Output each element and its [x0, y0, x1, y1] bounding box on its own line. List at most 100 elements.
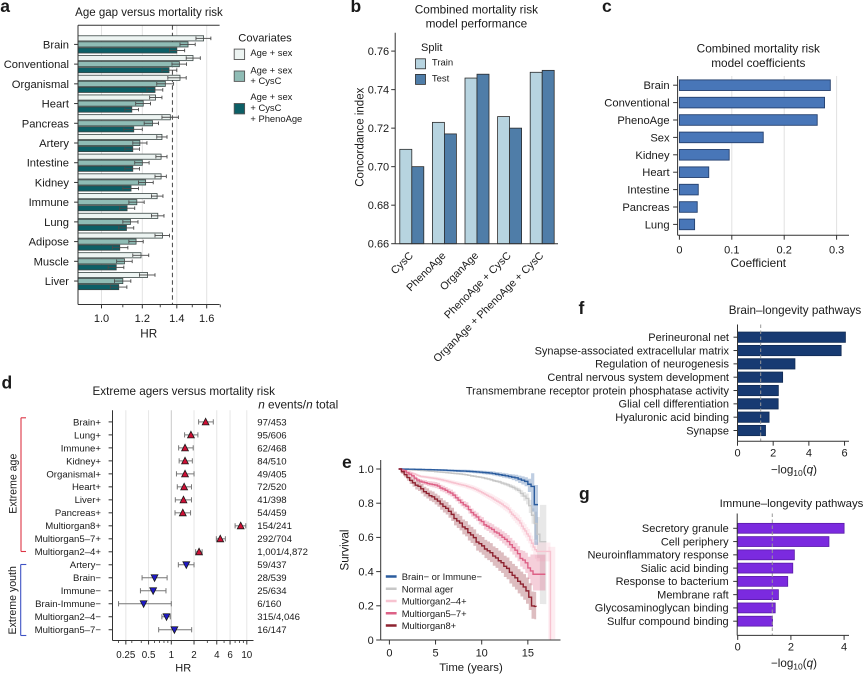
svg-text:Brain: Brain: [43, 39, 69, 51]
svg-text:95/606: 95/606: [257, 430, 286, 441]
svg-text:Kidney: Kidney: [635, 150, 670, 162]
svg-text:0.2: 0.2: [777, 244, 792, 256]
svg-text:Multiorgan8+: Multiorgan8+: [45, 521, 101, 532]
svg-text:b: b: [351, 0, 362, 16]
svg-text:Lung+: Lung+: [74, 430, 101, 441]
svg-text:Heart: Heart: [642, 167, 670, 179]
svg-text:1.2: 1.2: [135, 313, 150, 325]
svg-text:Kidney: Kidney: [35, 177, 70, 189]
svg-text:Lung: Lung: [645, 219, 670, 231]
svg-text:Age + sex: Age + sex: [250, 91, 292, 102]
svg-text:72/520: 72/520: [257, 482, 286, 493]
svg-text:Combined mortality risk: Combined mortality risk: [697, 42, 820, 56]
svg-text:PhenoAge: PhenoAge: [617, 115, 669, 127]
svg-text:Immune+: Immune+: [61, 443, 102, 454]
svg-text:Liver: Liver: [45, 276, 70, 288]
svg-text:Age gap versus mortality risk: Age gap versus mortality risk: [75, 7, 223, 19]
svg-text:Multiorgan5–7+: Multiorgan5–7+: [402, 608, 467, 619]
svg-text:Extreme age: Extreme age: [8, 454, 20, 514]
svg-text:Synapse: Synapse: [686, 425, 729, 437]
svg-text:g: g: [579, 484, 590, 504]
svg-text:0.2: 0.2: [358, 601, 373, 613]
svg-text:10: 10: [476, 647, 488, 659]
svg-text:59/437: 59/437: [257, 560, 286, 571]
svg-text:Pancreas+: Pancreas+: [55, 508, 102, 519]
svg-text:1.6: 1.6: [199, 313, 214, 325]
svg-text:0: 0: [676, 244, 682, 256]
svg-text:Survival: Survival: [340, 530, 352, 571]
svg-text:2: 2: [770, 447, 776, 459]
svg-text:Heart+: Heart+: [72, 482, 101, 493]
svg-text:1: 1: [169, 650, 174, 661]
svg-text:Intestine: Intestine: [27, 158, 69, 170]
svg-text:−log10(q): −log10(q): [771, 464, 817, 479]
svg-text:Coefficient: Coefficient: [731, 256, 787, 270]
svg-text:Split: Split: [421, 42, 442, 54]
svg-text:+ CysC: + CysC: [250, 102, 281, 113]
svg-text:Extreme agers versus mortality: Extreme agers versus mortality risk: [92, 385, 275, 398]
svg-text:0.70: 0.70: [368, 162, 389, 174]
svg-text:Heart: Heart: [42, 99, 70, 111]
svg-text:62/468: 62/468: [257, 443, 286, 454]
svg-text:10: 10: [241, 650, 252, 661]
svg-text:f: f: [579, 298, 585, 318]
svg-text:Central nervous system develop: Central nervous system development: [547, 372, 729, 384]
svg-text:16/147: 16/147: [257, 625, 286, 636]
svg-text:Normal ager: Normal ager: [402, 583, 454, 594]
svg-text:315/4,046: 315/4,046: [257, 612, 300, 623]
svg-text:−log10(q): −log10(q): [771, 657, 817, 672]
svg-text:Cell periphery: Cell periphery: [661, 536, 729, 548]
svg-text:5: 5: [432, 647, 438, 659]
svg-text:Transmembrane receptor protein: Transmembrane receptor protein phosphata…: [466, 385, 730, 397]
svg-text:Adipose: Adipose: [29, 237, 69, 249]
svg-text:0.3: 0.3: [829, 244, 844, 256]
svg-text:+ CysC: + CysC: [250, 75, 281, 86]
svg-text:0.8: 0.8: [358, 498, 373, 510]
svg-text:Pancreas: Pancreas: [22, 118, 70, 130]
svg-text:Brain−: Brain−: [73, 573, 101, 584]
svg-text:+ PhenoAge: + PhenoAge: [250, 113, 302, 124]
svg-text:Sex: Sex: [650, 132, 670, 144]
svg-text:84/510: 84/510: [257, 456, 286, 467]
svg-text:model performance: model performance: [426, 17, 528, 31]
svg-text:Organismal+: Organismal+: [46, 469, 101, 480]
svg-text:Immune−: Immune−: [61, 586, 102, 597]
svg-text:Multiorgan2–4+: Multiorgan2–4+: [35, 547, 102, 558]
svg-text:154/241: 154/241: [257, 521, 292, 532]
svg-text:0.6: 0.6: [358, 532, 373, 544]
svg-text:a: a: [0, 0, 10, 16]
svg-text:Extreme youth: Extreme youth: [7, 566, 19, 634]
svg-text:Test: Test: [432, 73, 450, 84]
svg-text:Response to bacterium: Response to bacterium: [616, 576, 729, 588]
svg-text:1.0: 1.0: [94, 313, 109, 325]
svg-text:49/405: 49/405: [257, 469, 286, 480]
svg-text:Hyaluronic acid binding: Hyaluronic acid binding: [615, 412, 729, 424]
svg-text:0.25: 0.25: [116, 650, 136, 661]
svg-text:25/634: 25/634: [257, 586, 287, 597]
svg-text:Lung: Lung: [44, 217, 69, 229]
svg-text:Multiorgan5–7+: Multiorgan5–7+: [35, 534, 102, 545]
svg-text:4: 4: [214, 650, 220, 661]
svg-text:0.72: 0.72: [368, 123, 389, 135]
svg-text:Organismal: Organismal: [12, 79, 69, 91]
svg-text:Pancreas: Pancreas: [622, 202, 670, 214]
svg-text:0.5: 0.5: [142, 650, 156, 661]
svg-text:0: 0: [368, 635, 374, 647]
svg-text:CysC: CysC: [389, 250, 416, 277]
svg-text:1,001/4,872: 1,001/4,872: [257, 547, 308, 558]
svg-text:Age + sex: Age + sex: [250, 64, 292, 75]
svg-text:Perineuronal net: Perineuronal net: [648, 332, 729, 344]
svg-text:28/539: 28/539: [257, 573, 286, 584]
svg-text:Glycosaminoglycan binding: Glycosaminoglycan binding: [595, 603, 729, 615]
svg-text:0.76: 0.76: [368, 46, 389, 58]
svg-text:54/459: 54/459: [257, 508, 286, 519]
svg-text:Train: Train: [432, 58, 453, 69]
svg-text:Multiorgan2–4+: Multiorgan2–4+: [402, 596, 467, 607]
svg-text:c: c: [602, 0, 612, 16]
svg-text:Intestine: Intestine: [627, 185, 669, 197]
svg-text:6: 6: [227, 650, 233, 661]
svg-text:Sialic acid binding: Sialic acid binding: [641, 563, 729, 575]
svg-text:Glial cell differentiation: Glial cell differentiation: [619, 399, 729, 411]
svg-text:Kidney+: Kidney+: [66, 456, 101, 467]
svg-text:Time (years): Time (years): [439, 662, 503, 674]
